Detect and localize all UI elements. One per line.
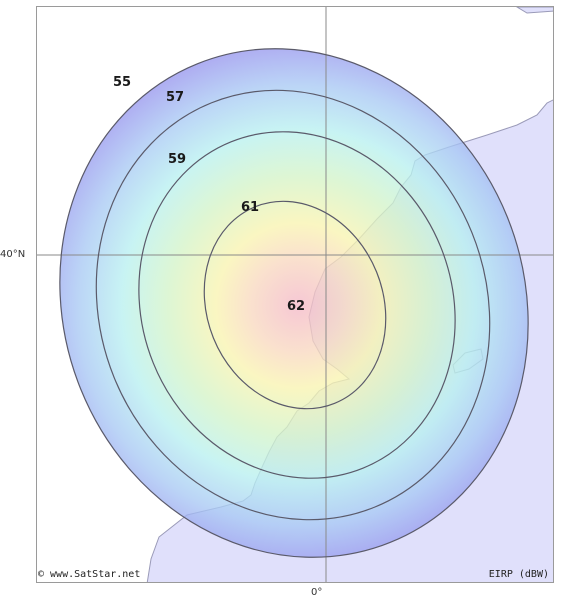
- contour-55: [59, 48, 529, 558]
- contour-label-61: 61: [241, 200, 259, 215]
- contour-57: [95, 89, 491, 521]
- copyright-text: © www.SatStar.net: [38, 569, 141, 580]
- unit-label: EIRP (dBW): [488, 569, 549, 580]
- contour-label-62: 62: [287, 299, 305, 314]
- contour-61: [203, 200, 387, 410]
- longitude-label: 0°: [311, 587, 323, 598]
- beam-map: 55 57 59 61 62: [36, 6, 554, 583]
- coverage-map-canvas: 55 57 59 61 62: [37, 7, 553, 582]
- contour-label-55: 55: [113, 75, 131, 90]
- contour-label-57: 57: [166, 90, 184, 105]
- contour-label-59: 59: [168, 152, 186, 167]
- beam-footprint: [59, 48, 529, 558]
- contour-59: [138, 131, 456, 479]
- latitude-label: 40°N: [0, 249, 26, 260]
- land-corner: [516, 7, 553, 14]
